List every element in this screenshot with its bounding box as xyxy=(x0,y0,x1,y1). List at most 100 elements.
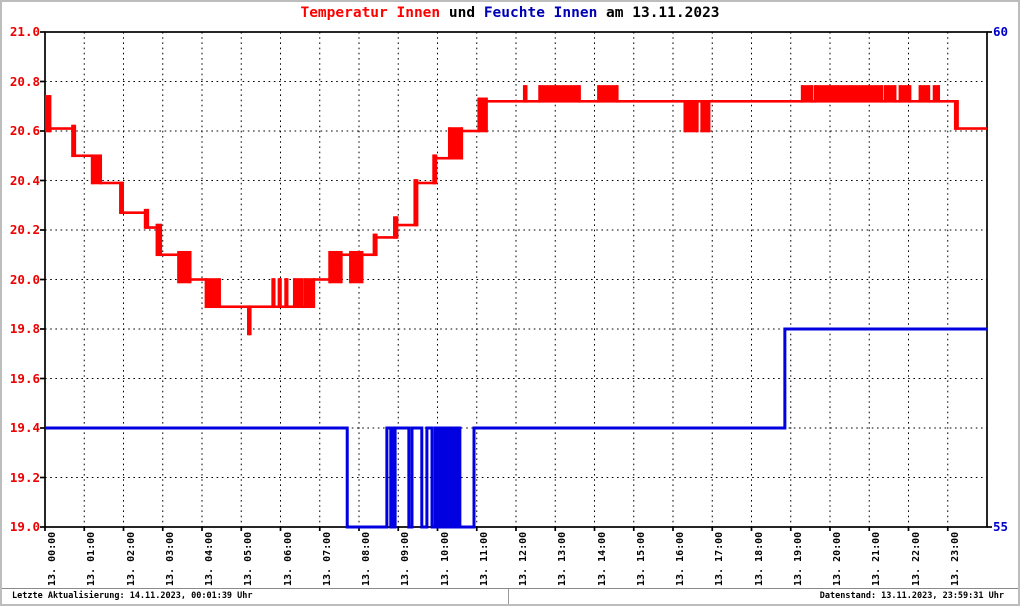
x-tick-label: 13. 17:00 xyxy=(714,531,726,586)
x-tick-label: 13. 19:00 xyxy=(792,531,804,586)
y-left-tick-label: 20.6 xyxy=(9,123,40,138)
y-left-tick-label: 21.0 xyxy=(9,24,40,39)
x-tick-label: 13. 03:00 xyxy=(164,531,176,586)
series-segment-temperatur-innen xyxy=(45,95,51,133)
x-tick-label: 13. 14:00 xyxy=(596,531,608,586)
series-segment-temperatur-innen xyxy=(145,208,148,229)
series-segment-temperatur-innen xyxy=(417,181,434,185)
x-tick-label: 13. 07:00 xyxy=(321,531,333,586)
series-segment-temperatur-innen xyxy=(362,253,374,257)
series-segment-temperatur-innen xyxy=(579,100,599,103)
series-segment-temperatur-innen xyxy=(304,278,314,309)
y-left-tick-label: 20.8 xyxy=(9,73,40,89)
y-left-tick-label: 19.6 xyxy=(9,370,40,386)
x-tick-label: 13. 04:00 xyxy=(204,531,215,586)
chart-canvas xyxy=(40,31,992,531)
series-segment-feuchte-innen xyxy=(347,525,387,529)
last-update-text: Letzte Aktualisierung: 14.11.2023, 00:01… xyxy=(12,591,253,601)
title-part: am 13.11.2023 xyxy=(597,5,720,21)
series-segment-temperatur-innen xyxy=(435,156,450,160)
y-left-tick-label: 19.0 xyxy=(9,519,40,534)
series-segment-temperatur-innen xyxy=(147,226,157,229)
series-segment-feuchte-innen xyxy=(386,426,391,430)
y-left-tick-label: 19.2 xyxy=(9,469,40,485)
series-segment-feuchte-innen xyxy=(459,525,475,529)
series-segment-temperatur-innen xyxy=(74,154,93,158)
series-segment-temperatur-innen xyxy=(205,278,220,309)
data-timestamp-text: Datenstand: 13.11.2023, 23:59:31 Uhr xyxy=(507,589,1019,604)
y-left-tick-label: 19.4 xyxy=(9,420,40,435)
x-tick-label: 13. 15:00 xyxy=(635,531,647,586)
status-bar: Letzte Aktualisierung: 14.11.2023, 00:01… xyxy=(2,588,1018,604)
series-segment-feuchte-innen xyxy=(432,525,436,529)
x-tick-label: 13. 22:00 xyxy=(910,531,922,586)
x-tick-label: 13. 05:00 xyxy=(243,531,255,586)
series-segment-temperatur-innen xyxy=(280,305,286,309)
series-segment-feuchte-innen xyxy=(784,327,987,331)
series-segment-temperatur-innen xyxy=(934,85,939,103)
series-segment-feuchte-innen xyxy=(395,426,409,430)
series-segment-temperatur-innen xyxy=(294,278,303,309)
x-tick-label: 13. 20:00 xyxy=(832,531,843,586)
series-segment-temperatur-innen xyxy=(486,100,525,103)
series-segment-temperatur-innen xyxy=(274,305,279,309)
series-segment-temperatur-innen xyxy=(684,100,698,133)
series-segment-temperatur-innen xyxy=(617,100,685,103)
series-segment-temperatur-innen xyxy=(957,127,987,130)
x-tick-label: 13. 16:00 xyxy=(675,531,686,586)
series-segment-temperatur-innen xyxy=(92,154,101,185)
series-segment-temperatur-innen xyxy=(160,253,179,257)
y-left-tick-label: 20.2 xyxy=(9,222,40,237)
x-tick-label: 13. 13:00 xyxy=(557,531,569,586)
series-segment-feuchte-innen xyxy=(437,426,460,529)
series-segment-temperatur-innen xyxy=(313,278,330,281)
title-part: und xyxy=(440,5,484,21)
series-segment-temperatur-innen xyxy=(100,181,121,185)
series-segment-temperatur-innen xyxy=(928,100,935,103)
series-segment-temperatur-innen xyxy=(815,85,882,103)
series-segment-temperatur-innen xyxy=(811,100,816,103)
series-segment-temperatur-innen xyxy=(376,236,395,239)
series-segment-temperatur-innen xyxy=(302,305,305,309)
y-left-tick-label: 20.4 xyxy=(9,172,40,188)
x-tick-label: 13. 02:00 xyxy=(125,531,137,586)
x-tick-label: 13. 00:00 xyxy=(47,531,58,586)
series-segment-feuchte-innen xyxy=(421,525,427,529)
series-segment-temperatur-innen xyxy=(539,85,580,103)
series-segment-temperatur-innen xyxy=(341,253,351,257)
series-segment-temperatur-innen xyxy=(50,127,73,130)
y-left-tick-label: 19.8 xyxy=(9,321,40,336)
series-segment-temperatur-innen xyxy=(899,85,911,103)
series-segment-temperatur-innen xyxy=(697,100,702,103)
series-segment-temperatur-innen xyxy=(250,305,273,309)
series-segment-temperatur-innen xyxy=(219,305,249,309)
series-segment-temperatur-innen xyxy=(449,127,462,160)
series-segment-temperatur-innen xyxy=(919,85,929,103)
x-tick-label: 13. 09:00 xyxy=(400,531,412,586)
series-segment-feuchte-innen xyxy=(411,426,422,430)
series-segment-temperatur-innen xyxy=(884,85,896,103)
series-segment-temperatur-innen xyxy=(478,97,487,133)
series-segment-feuchte-innen xyxy=(426,426,433,430)
series-segment-temperatur-innen xyxy=(397,223,415,227)
series-segment-temperatur-innen xyxy=(461,129,479,133)
x-tick-label: 13. 21:00 xyxy=(871,531,883,586)
x-tick-label: 13. 06:00 xyxy=(282,531,294,586)
series-segment-temperatur-innen xyxy=(526,100,540,103)
series-segment-temperatur-innen xyxy=(122,211,146,214)
title-part: Feuchte Innen xyxy=(483,5,598,21)
series-segment-temperatur-innen xyxy=(938,100,956,103)
series-segment-feuchte-innen xyxy=(474,426,785,430)
series-segment-temperatur-innen xyxy=(178,250,191,284)
series-segment-feuchte-innen xyxy=(390,426,396,529)
y-right-tick-label: 60 xyxy=(993,24,1009,39)
series-segment-temperatur-innen xyxy=(709,100,803,103)
series-segment-temperatur-innen xyxy=(895,100,900,103)
series-segment-temperatur-innen xyxy=(350,250,363,284)
series-segment-temperatur-innen xyxy=(802,85,812,103)
y-left-tick-label: 20.0 xyxy=(9,271,40,287)
x-tick-label: 13. 01:00 xyxy=(86,531,98,586)
series-segment-feuchte-innen xyxy=(45,426,348,430)
series-segment-feuchte-innen xyxy=(408,525,412,529)
